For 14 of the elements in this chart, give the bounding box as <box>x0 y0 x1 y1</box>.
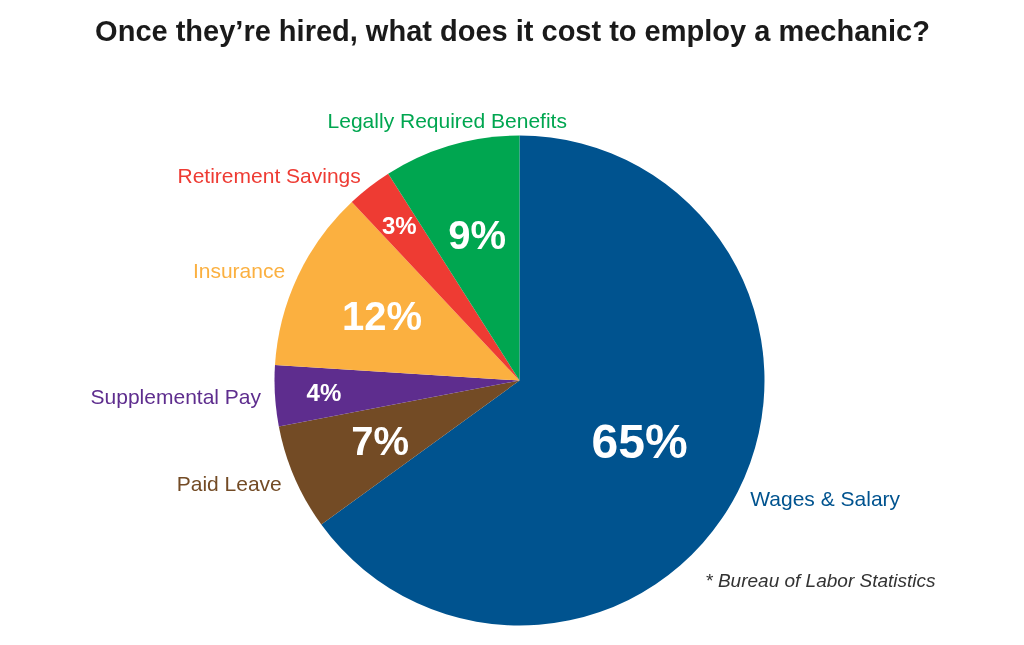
chart-title: Once they’re hired, what does it cost to employ a mechanic? <box>95 14 930 47</box>
slice-label: Wages & Salary <box>750 486 901 510</box>
slice-label: Paid Leave <box>176 471 282 495</box>
data-label: 65% <box>591 415 688 469</box>
slice-label: Retirement Savings <box>177 164 361 188</box>
text: * Bureau of Labor Statistics <box>705 570 936 591</box>
data-label: 4% <box>306 379 342 407</box>
slice-label: Legally Required Benefits <box>327 108 567 132</box>
slice-label: Insurance <box>192 258 286 282</box>
slice-label: Supplemental Pay <box>90 385 262 409</box>
data-label: 12% <box>342 293 423 338</box>
data-label: 3% <box>382 212 417 240</box>
data-label: 9% <box>448 212 507 257</box>
data-label: 7% <box>351 418 409 463</box>
